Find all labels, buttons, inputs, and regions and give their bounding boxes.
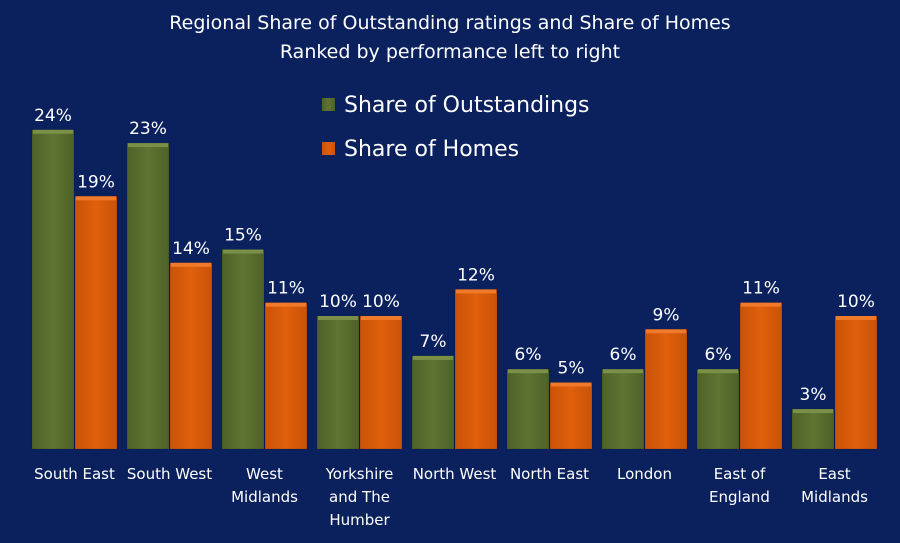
bar-homes — [549, 382, 593, 450]
data-label: 7% — [420, 332, 447, 352]
data-label: 11% — [742, 279, 780, 299]
bar-homes — [834, 315, 878, 450]
legend-label-outstandings: Share of Outstandings — [344, 93, 590, 118]
bar-outstandings — [316, 315, 360, 450]
bar-homes — [454, 289, 498, 450]
bar-bevel — [128, 143, 168, 148]
bar-homes — [644, 329, 688, 450]
bar-bevel — [551, 382, 591, 387]
category-label: South East — [34, 465, 115, 483]
category-label: North East — [510, 465, 589, 483]
bar-homes — [74, 196, 118, 450]
data-label: 9% — [653, 305, 680, 325]
bar-outstandings — [791, 408, 835, 450]
bar-outstandings — [696, 368, 740, 450]
bar-outstandings — [221, 249, 265, 450]
bar-bevel — [76, 196, 116, 201]
bar-bevel — [508, 369, 548, 374]
bar-outstandings — [601, 368, 645, 450]
data-label: 19% — [77, 172, 115, 192]
bar-outstandings — [31, 129, 75, 450]
data-label: 6% — [610, 345, 637, 365]
data-label: 23% — [129, 119, 167, 139]
bar-homes — [359, 315, 403, 450]
category-label: Midlands — [801, 488, 868, 506]
bar-bevel — [171, 262, 211, 267]
category-label: East of — [714, 465, 766, 483]
data-label: 12% — [457, 265, 495, 285]
data-label: 10% — [362, 292, 400, 312]
data-label: 11% — [267, 279, 305, 299]
bar-bevel — [603, 369, 643, 374]
legend-label-homes: Share of Homes — [344, 137, 519, 162]
data-label: 14% — [172, 239, 210, 259]
category-label: and The — [329, 488, 390, 506]
bar-homes — [169, 262, 213, 450]
bar-bevel — [646, 329, 686, 334]
bar-bevel — [456, 289, 496, 294]
category-label: South West — [127, 465, 212, 483]
chart-title: Regional Share of Outstanding ratings an… — [169, 12, 730, 34]
category-label: West — [246, 465, 283, 483]
bar-bevel — [266, 302, 306, 307]
category-label: East — [818, 465, 850, 483]
bar-bevel — [33, 129, 73, 134]
data-label: 24% — [34, 106, 72, 126]
bar-bevel — [836, 316, 876, 320]
bar-outstandings — [411, 355, 455, 450]
data-label: 10% — [837, 292, 875, 312]
legend: Share of Outstandings Share of Homes — [322, 93, 590, 162]
data-label: 15% — [224, 226, 262, 246]
chart-subtitle: Ranked by performance left to right — [280, 41, 620, 63]
bar-bevel — [361, 316, 401, 320]
legend-swatch-outstandings — [322, 98, 335, 111]
data-label: 3% — [800, 385, 827, 405]
data-label: 6% — [515, 345, 542, 365]
bar-bevel — [318, 316, 358, 320]
category-label: Midlands — [231, 488, 298, 506]
bar-bevel — [741, 302, 781, 307]
category-label: Humber — [329, 511, 390, 529]
bar-outstandings — [126, 142, 170, 450]
category-label: London — [617, 465, 672, 483]
bar-bevel — [793, 409, 833, 414]
data-label: 10% — [319, 292, 357, 312]
bar-bevel — [698, 369, 738, 374]
bar-outstandings — [506, 368, 550, 450]
bar-bevel — [413, 355, 453, 360]
category-label: England — [709, 488, 770, 506]
category-label: North West — [413, 465, 497, 483]
category-label: Yorkshire — [325, 465, 394, 483]
bar-bevel — [223, 249, 263, 254]
bar-homes — [739, 302, 783, 450]
data-label: 6% — [705, 345, 732, 365]
legend-swatch-homes — [322, 142, 335, 155]
bar-homes — [264, 302, 308, 450]
data-label: 5% — [558, 359, 585, 379]
